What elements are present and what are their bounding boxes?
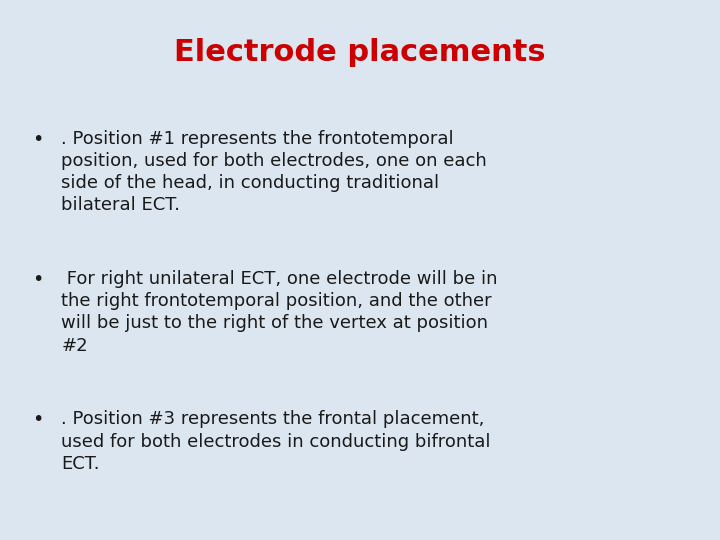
Text: . Position #1 represents the frontotemporal
position, used for both electrodes, : . Position #1 represents the frontotempo… xyxy=(61,130,487,214)
Text: •: • xyxy=(32,270,44,289)
Text: Electrode placements: Electrode placements xyxy=(174,38,546,67)
Text: •: • xyxy=(32,410,44,429)
Text: •: • xyxy=(32,130,44,148)
Text: For right unilateral ECT, one electrode will be in
the right frontotemporal posi: For right unilateral ECT, one electrode … xyxy=(61,270,498,355)
Text: . Position #3 represents the frontal placement,
used for both electrodes in cond: . Position #3 represents the frontal pla… xyxy=(61,410,491,473)
